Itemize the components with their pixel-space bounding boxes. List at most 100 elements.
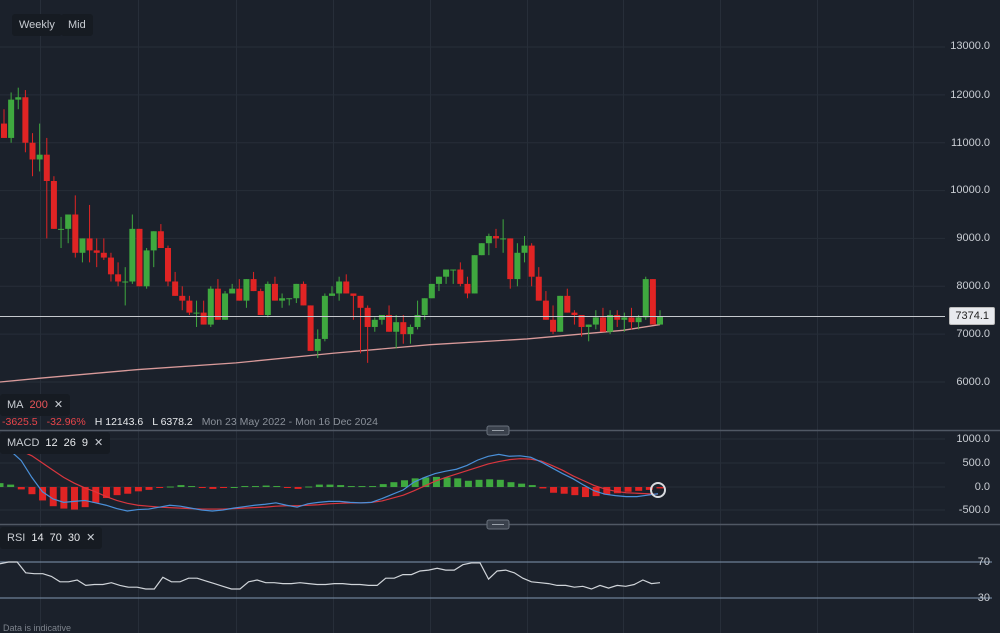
candle-body [578, 315, 585, 327]
macd-histogram-bar [0, 483, 4, 487]
candle-body [471, 255, 478, 294]
candle-body [115, 274, 122, 282]
candle-body [36, 154, 43, 160]
current-price-tag: 7374.1 [949, 307, 995, 325]
macd-histogram-bar [507, 482, 515, 487]
rsi-upper: 70 [49, 532, 62, 544]
price-type-button[interactable]: Mid [61, 14, 93, 36]
close-icon[interactable]: ✕ [53, 399, 64, 411]
period-high: H 12143.6 [94, 416, 144, 428]
macd-histogram-bar [166, 486, 174, 488]
ma-period: 200 [29, 399, 48, 411]
candle-body [307, 305, 314, 351]
candle-body [414, 315, 421, 327]
price-axis-label: 12000.0 [950, 89, 990, 101]
candle-body [592, 317, 599, 325]
macd-histogram-bar [251, 486, 259, 488]
candle-body [50, 181, 57, 229]
candle-body [464, 283, 471, 294]
candle-body [535, 276, 542, 301]
rsi-axis-label: 70 [977, 556, 990, 568]
rsi-line [0, 561, 661, 590]
candle-body [557, 295, 564, 332]
candle-body [165, 248, 171, 282]
candle-body [243, 279, 250, 301]
candle-body [571, 312, 578, 315]
macd-histogram-bar [475, 479, 483, 487]
candle-body [29, 142, 36, 160]
rsi-indicator-label[interactable]: RSI 14 70 30 ✕ [0, 527, 103, 549]
macd-histogram-bar [283, 487, 291, 488]
macd-axis-label: -500.0 [958, 504, 990, 516]
macd-histogram-bar [39, 487, 47, 501]
ma-indicator-label[interactable]: MA 200 ✕ [0, 394, 71, 416]
macd-histogram-bar [209, 487, 217, 489]
candle-body [428, 283, 435, 299]
macd-histogram-bar [518, 483, 526, 487]
candle-body [443, 269, 450, 277]
macd-histogram-bar [92, 487, 100, 503]
candle-body [393, 322, 400, 332]
candle-body [222, 293, 229, 320]
macd-histogram-bar [581, 487, 589, 498]
macd-histogram-bar [49, 487, 57, 507]
macd-histogram-bar [145, 487, 153, 490]
candle-body [58, 228, 65, 230]
price-axis-label: 7000.0 [956, 328, 990, 340]
macd-histogram-bar [496, 479, 504, 487]
macd-histogram-bar [198, 487, 206, 488]
period-low: L 6378.2 [152, 416, 193, 428]
macd-fast: 12 [45, 437, 58, 449]
candle-body [79, 238, 86, 253]
candle-body [100, 252, 107, 258]
candle-body [614, 315, 621, 320]
candle-body [343, 281, 350, 294]
macd-histogram-bar [326, 484, 334, 487]
macd-histogram-bar [539, 487, 547, 489]
macd-histogram-bar [635, 487, 643, 491]
candle-body [179, 295, 186, 301]
macd-histogram-bar [379, 484, 387, 487]
macd-histogram-bar [7, 484, 15, 487]
ma-200-line [0, 323, 661, 383]
data-disclaimer: Data is indicative [3, 623, 72, 633]
macd-histogram-bar [134, 487, 142, 492]
macd-histogram-bar [315, 484, 323, 487]
candle-body [157, 231, 164, 248]
interval-button[interactable]: Weekly [12, 14, 62, 36]
macd-name: MACD [7, 437, 40, 449]
candle-body [642, 279, 649, 318]
candle-body [450, 269, 457, 271]
macd-signal-line [0, 447, 659, 510]
candle-body [86, 238, 93, 251]
candle-body [257, 291, 264, 315]
macd-histogram-bar [358, 486, 366, 488]
candle-body [378, 315, 385, 320]
candle-body [386, 315, 393, 332]
candle-body [564, 295, 571, 313]
macd-histogram-bar [432, 476, 440, 487]
rsi-lower: 30 [67, 532, 81, 544]
candle-body [607, 315, 614, 332]
candle-body [314, 338, 321, 351]
macd-histogram-bar [81, 487, 89, 508]
candle-body [293, 283, 300, 299]
price-axis-label: 9000.0 [956, 232, 990, 244]
macd-histogram-bar [603, 487, 611, 495]
macd-histogram-bar [613, 487, 621, 494]
candle-body [457, 269, 464, 284]
macd-indicator-label[interactable]: MACD 12 26 9 ✕ [0, 432, 111, 454]
candle-body [15, 97, 22, 100]
candle-body [250, 279, 257, 292]
candle-body [657, 316, 663, 325]
close-icon[interactable]: ✕ [94, 437, 104, 449]
macd-histogram-bar [401, 480, 409, 487]
candle-body [136, 228, 143, 287]
macd-histogram-bar [294, 487, 302, 489]
macd-histogram-bar [528, 485, 536, 487]
macd-axis-label: 1000.0 [956, 433, 990, 445]
candle-body [122, 281, 129, 283]
close-icon[interactable]: ✕ [86, 532, 96, 544]
candle-body [8, 99, 15, 138]
